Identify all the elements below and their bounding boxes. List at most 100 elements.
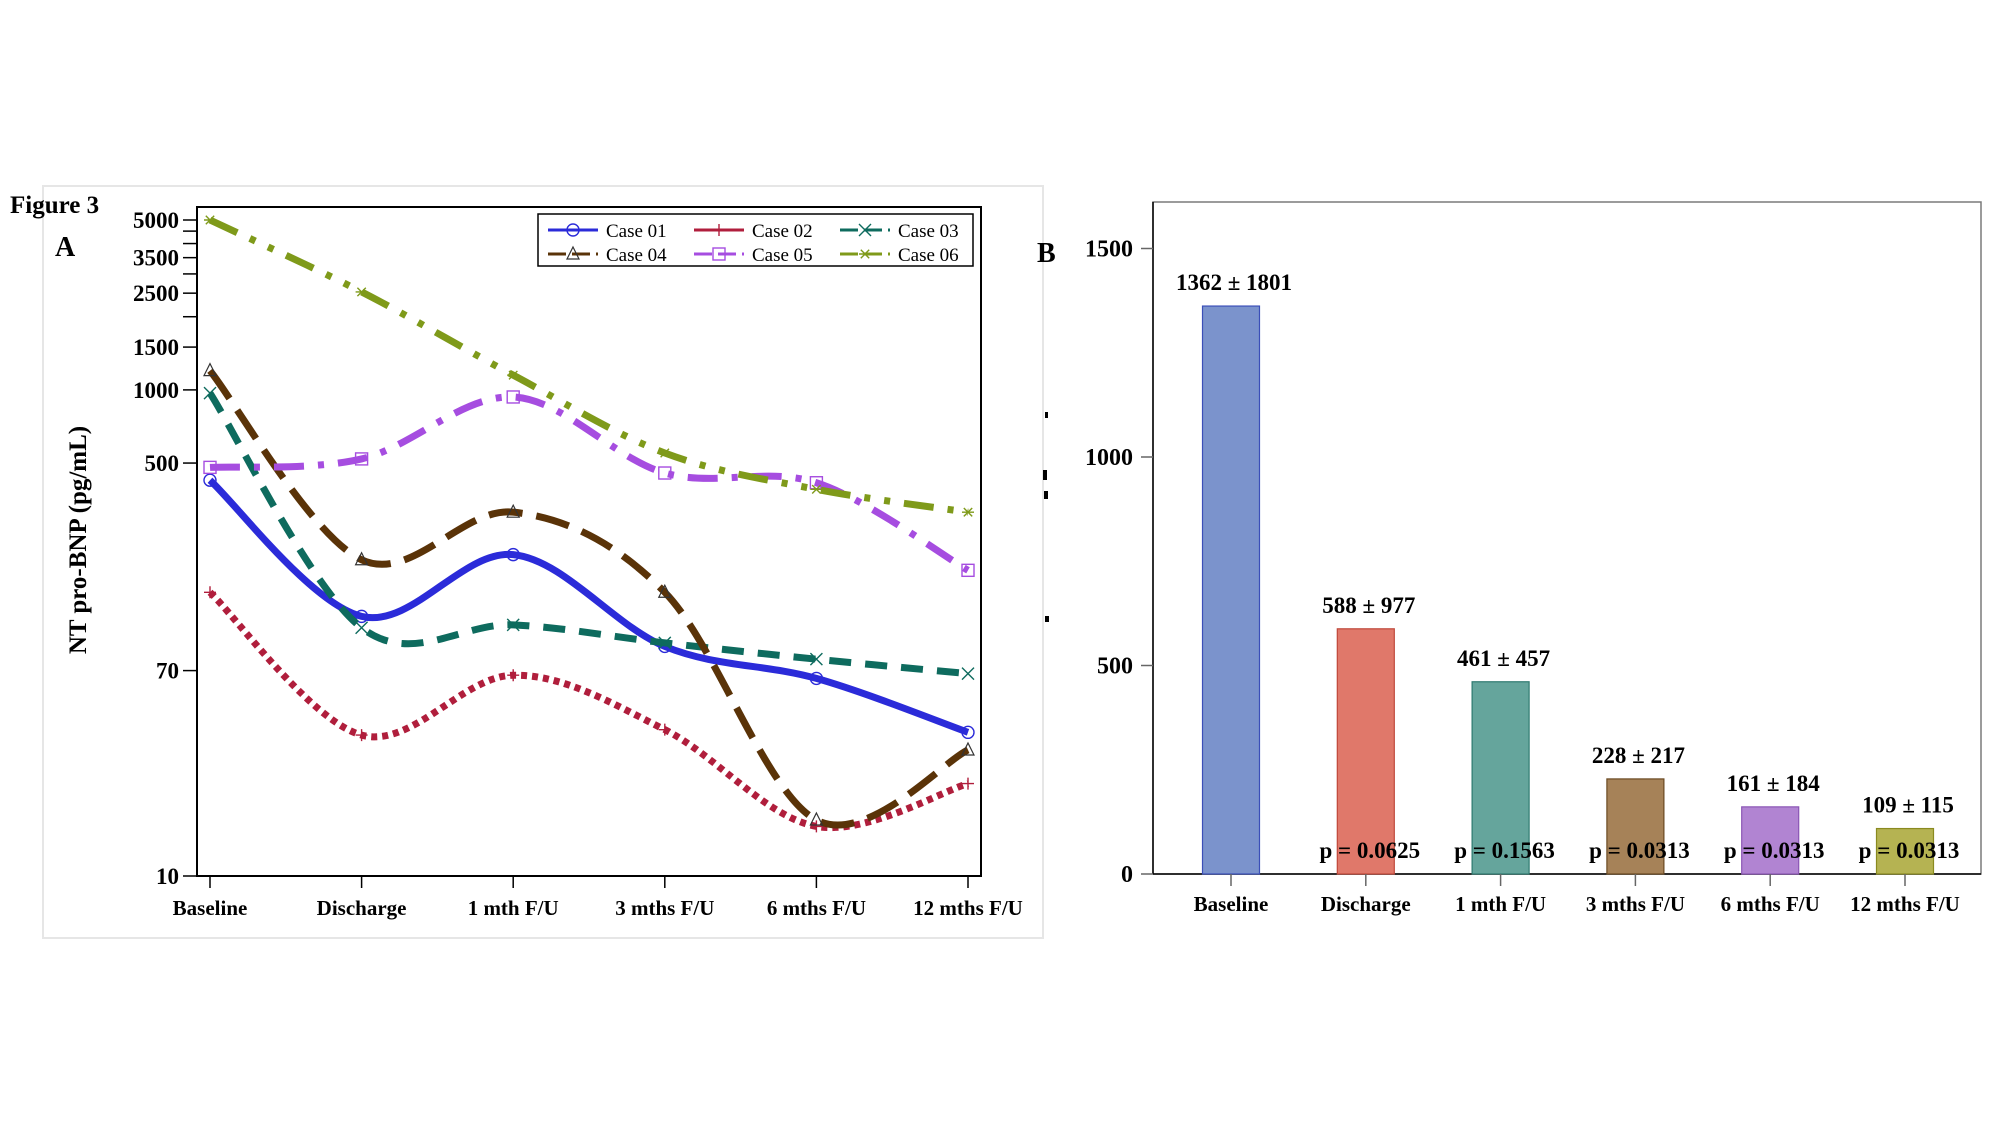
y-tick-label: 0 [1121, 862, 1133, 888]
data-point [810, 484, 823, 494]
data-point [355, 729, 368, 742]
y-axis-label: NT pro-BNP (pg/mL) [65, 426, 92, 654]
data-point [566, 245, 580, 260]
data-point [810, 820, 823, 833]
panel-a-frame [42, 185, 1044, 939]
panel-a-label: A [55, 232, 76, 263]
x-tick-label: 1 mth F/U [1455, 892, 1546, 916]
clipped-axis-label-fragments [1043, 412, 1049, 622]
x-tick-label: 6 mths F/U [767, 896, 866, 920]
series-line [208, 216, 969, 516]
series-line [207, 368, 970, 829]
chart-b: 0 500 1000 1500 Baseline 1362 ± 1801 Discharge… [1085, 201, 1982, 916]
y-tick-label: 3500 [133, 246, 179, 271]
data-point [658, 636, 672, 650]
data-point [506, 503, 521, 518]
data-point [859, 249, 871, 259]
plot-a-frame [196, 206, 982, 877]
legend-label: Case 01 [606, 221, 667, 242]
p-value-label: p = 0.0625 [1319, 838, 1420, 863]
data-point [354, 551, 369, 566]
series-case-06 [204, 215, 974, 517]
plot-b-frame [1152, 201, 1982, 875]
data-point [962, 777, 974, 790]
series-line [207, 477, 970, 736]
data-point [809, 811, 824, 826]
data-point [962, 507, 974, 517]
data-point [658, 723, 671, 736]
series-case-01 [203, 473, 975, 740]
y-tick-label: 1000 [133, 378, 179, 403]
data-point [354, 609, 369, 624]
data-point [506, 618, 520, 632]
y-tick-label: 500 [145, 451, 180, 476]
bar [1875, 827, 1935, 875]
p-value-label: p = 0.0313 [1859, 838, 1960, 863]
data-point [713, 224, 725, 236]
series-line [207, 589, 970, 832]
y-tick-label: 70 [156, 659, 179, 684]
bar [1741, 806, 1800, 875]
legend-label: Case 02 [752, 221, 813, 242]
data-point [809, 671, 824, 686]
legend-label: Case 06 [898, 245, 959, 266]
p-value-label: p = 0.0313 [1724, 838, 1825, 863]
data-point [203, 473, 217, 487]
data-label: 588 ± 977 [1322, 593, 1415, 618]
chart-a: 5000 3500 2500 1500 1000 500 70 10 NT pro-BNP (p… [65, 206, 1023, 920]
x-tick-label: Discharge [1321, 892, 1411, 916]
data-point [961, 667, 975, 681]
data-point [507, 370, 520, 380]
legend-label: Case 03 [898, 221, 959, 242]
bar [1201, 305, 1261, 875]
data-point [204, 215, 216, 225]
data-point [658, 448, 671, 458]
data-point [712, 247, 726, 261]
data-label: 161 ± 184 [1727, 771, 1821, 796]
data-point [203, 460, 217, 475]
data-point [809, 652, 823, 666]
x-tick-label: 6 mths F/U [1721, 892, 1820, 916]
data-point [204, 586, 216, 599]
data-point [203, 386, 217, 400]
data-point [507, 669, 520, 682]
data-point [961, 741, 975, 756]
legend-frame [537, 213, 974, 267]
x-tick-label: Baseline [173, 896, 248, 920]
x-tick-label: 1 mth F/U [468, 896, 559, 920]
figure-label: Figure 3 [10, 192, 99, 219]
data-point [858, 223, 872, 237]
x-tick-label: Baseline [1194, 892, 1269, 916]
x-tick-label: 12 mths F/U [913, 896, 1023, 920]
y-tick-label: 1000 [1085, 445, 1133, 471]
series-line [207, 391, 969, 678]
bar [1471, 681, 1530, 875]
data-label: 228 ± 217 [1592, 743, 1685, 768]
legend-label: Case 04 [606, 245, 667, 266]
series-case-04 [203, 362, 975, 829]
series-line [209, 393, 970, 574]
data-point [355, 621, 369, 635]
data-label: 109 ± 115 [1862, 793, 1954, 818]
x-tick-label: Discharge [317, 896, 407, 920]
y-tick-label: 5000 [133, 208, 179, 233]
data-label: 461 ± 457 [1457, 646, 1550, 671]
y-tick-label: 2500 [133, 281, 179, 306]
p-value-label: p = 0.0313 [1589, 838, 1690, 863]
data-point [961, 563, 975, 578]
data-label: 1362 ± 1801 [1176, 270, 1292, 295]
p-value-label: p = 0.1563 [1454, 838, 1555, 863]
legend-label: Case 05 [752, 245, 813, 266]
y-tick-label: 500 [1097, 654, 1133, 680]
y-tick-label: 1500 [133, 335, 179, 360]
data-point [203, 362, 217, 377]
y-tick-label: 10 [156, 864, 179, 889]
data-point [961, 725, 975, 740]
y-tick-label: 1500 [1085, 237, 1133, 263]
data-point [566, 223, 580, 237]
data-point [657, 583, 672, 598]
x-tick-label: 12 mths F/U [1850, 892, 1960, 916]
panel-b-label: B [1037, 238, 1056, 269]
data-point [506, 390, 520, 404]
